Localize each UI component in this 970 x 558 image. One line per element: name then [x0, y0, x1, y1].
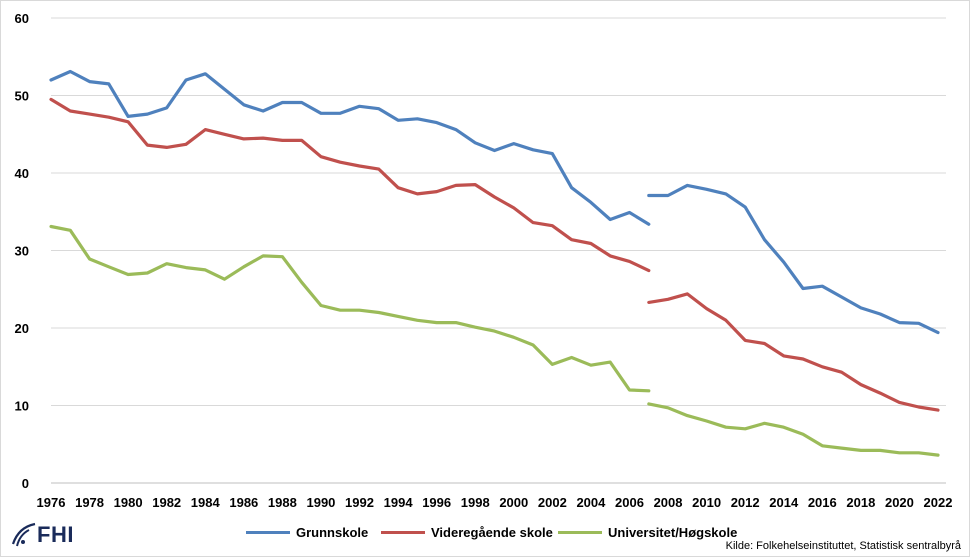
legend-swatch — [246, 531, 290, 534]
x-tick-label: 1980 — [114, 495, 143, 510]
legend-label: Universitet/Høgskole — [608, 525, 738, 540]
x-tick-label: 1978 — [75, 495, 104, 510]
legend-item-1: Grunnskole — [246, 525, 368, 540]
x-tick-label: 1996 — [422, 495, 451, 510]
legend-swatch — [558, 531, 602, 534]
legend-swatch — [381, 531, 425, 534]
fhi-logo-text: FHI — [37, 522, 74, 547]
x-tick-label: 1994 — [384, 495, 414, 510]
y-tick-label: 20 — [15, 321, 29, 336]
series-line-3-segment-1 — [49, 224, 651, 393]
x-tick-label: 2004 — [576, 495, 606, 510]
x-tick-label: 2020 — [885, 495, 914, 510]
x-tick-label: 2014 — [769, 495, 799, 510]
series-line-3-segment-2 — [647, 402, 940, 457]
fhi-logo-icon — [11, 522, 36, 547]
x-tick-label: 1982 — [152, 495, 181, 510]
x-tick-label: 2006 — [615, 495, 644, 510]
y-axis-ticks: 0 10 20 30 40 50 60 — [15, 11, 29, 491]
series-line-1-segment-2 — [647, 183, 940, 335]
x-tick-label: 1986 — [229, 495, 258, 510]
y-tick-label: 40 — [15, 166, 29, 181]
chart-legend: Grunnskole Videregående skole Universitet/… — [1, 525, 970, 545]
source-note: Kilde: Folkehelseinstituttet, Statistisk… — [725, 540, 961, 552]
x-tick-label: 1990 — [306, 495, 335, 510]
y-tick-label: 10 — [15, 399, 29, 414]
x-tick-label: 2000 — [499, 495, 528, 510]
y-tick-label: 60 — [15, 11, 29, 26]
gridlines — [51, 17, 946, 484]
x-tick-label: 2002 — [538, 495, 567, 510]
x-tick-label: 2018 — [846, 495, 875, 510]
x-tick-label: 2012 — [731, 495, 760, 510]
series-line-1-segment-1 — [49, 69, 651, 226]
x-tick-label: 2010 — [692, 495, 721, 510]
x-tick-label: 1984 — [191, 495, 221, 510]
x-tick-label: 1998 — [461, 495, 490, 510]
x-tick-label: 1976 — [37, 495, 66, 510]
legend-label: Grunnskole — [296, 525, 369, 540]
x-tick-label: 2022 — [924, 495, 953, 510]
x-tick-label: 1992 — [345, 495, 374, 510]
x-axis-ticks: 1976 1978 1980 1982 1984 1986 1988 1990 1992 1994… — [37, 495, 953, 510]
x-tick-label: 2008 — [654, 495, 683, 510]
x-tick-label: 2016 — [808, 495, 837, 510]
y-tick-label: 0 — [22, 476, 29, 491]
legend-label: Videregående skole — [431, 525, 553, 540]
legend-item-2: Videregående skole — [381, 525, 553, 540]
y-tick-label: 30 — [15, 244, 29, 259]
y-tick-label: 50 — [15, 89, 29, 104]
series-lines — [49, 69, 940, 457]
x-tick-label: 1988 — [268, 495, 297, 510]
fhi-logo: FHI — [9, 522, 74, 548]
legend-item-3: Universitet/Høgskole — [558, 525, 737, 540]
series-line-2-segment-2 — [647, 292, 940, 412]
series-line-2-segment-1 — [49, 97, 651, 273]
